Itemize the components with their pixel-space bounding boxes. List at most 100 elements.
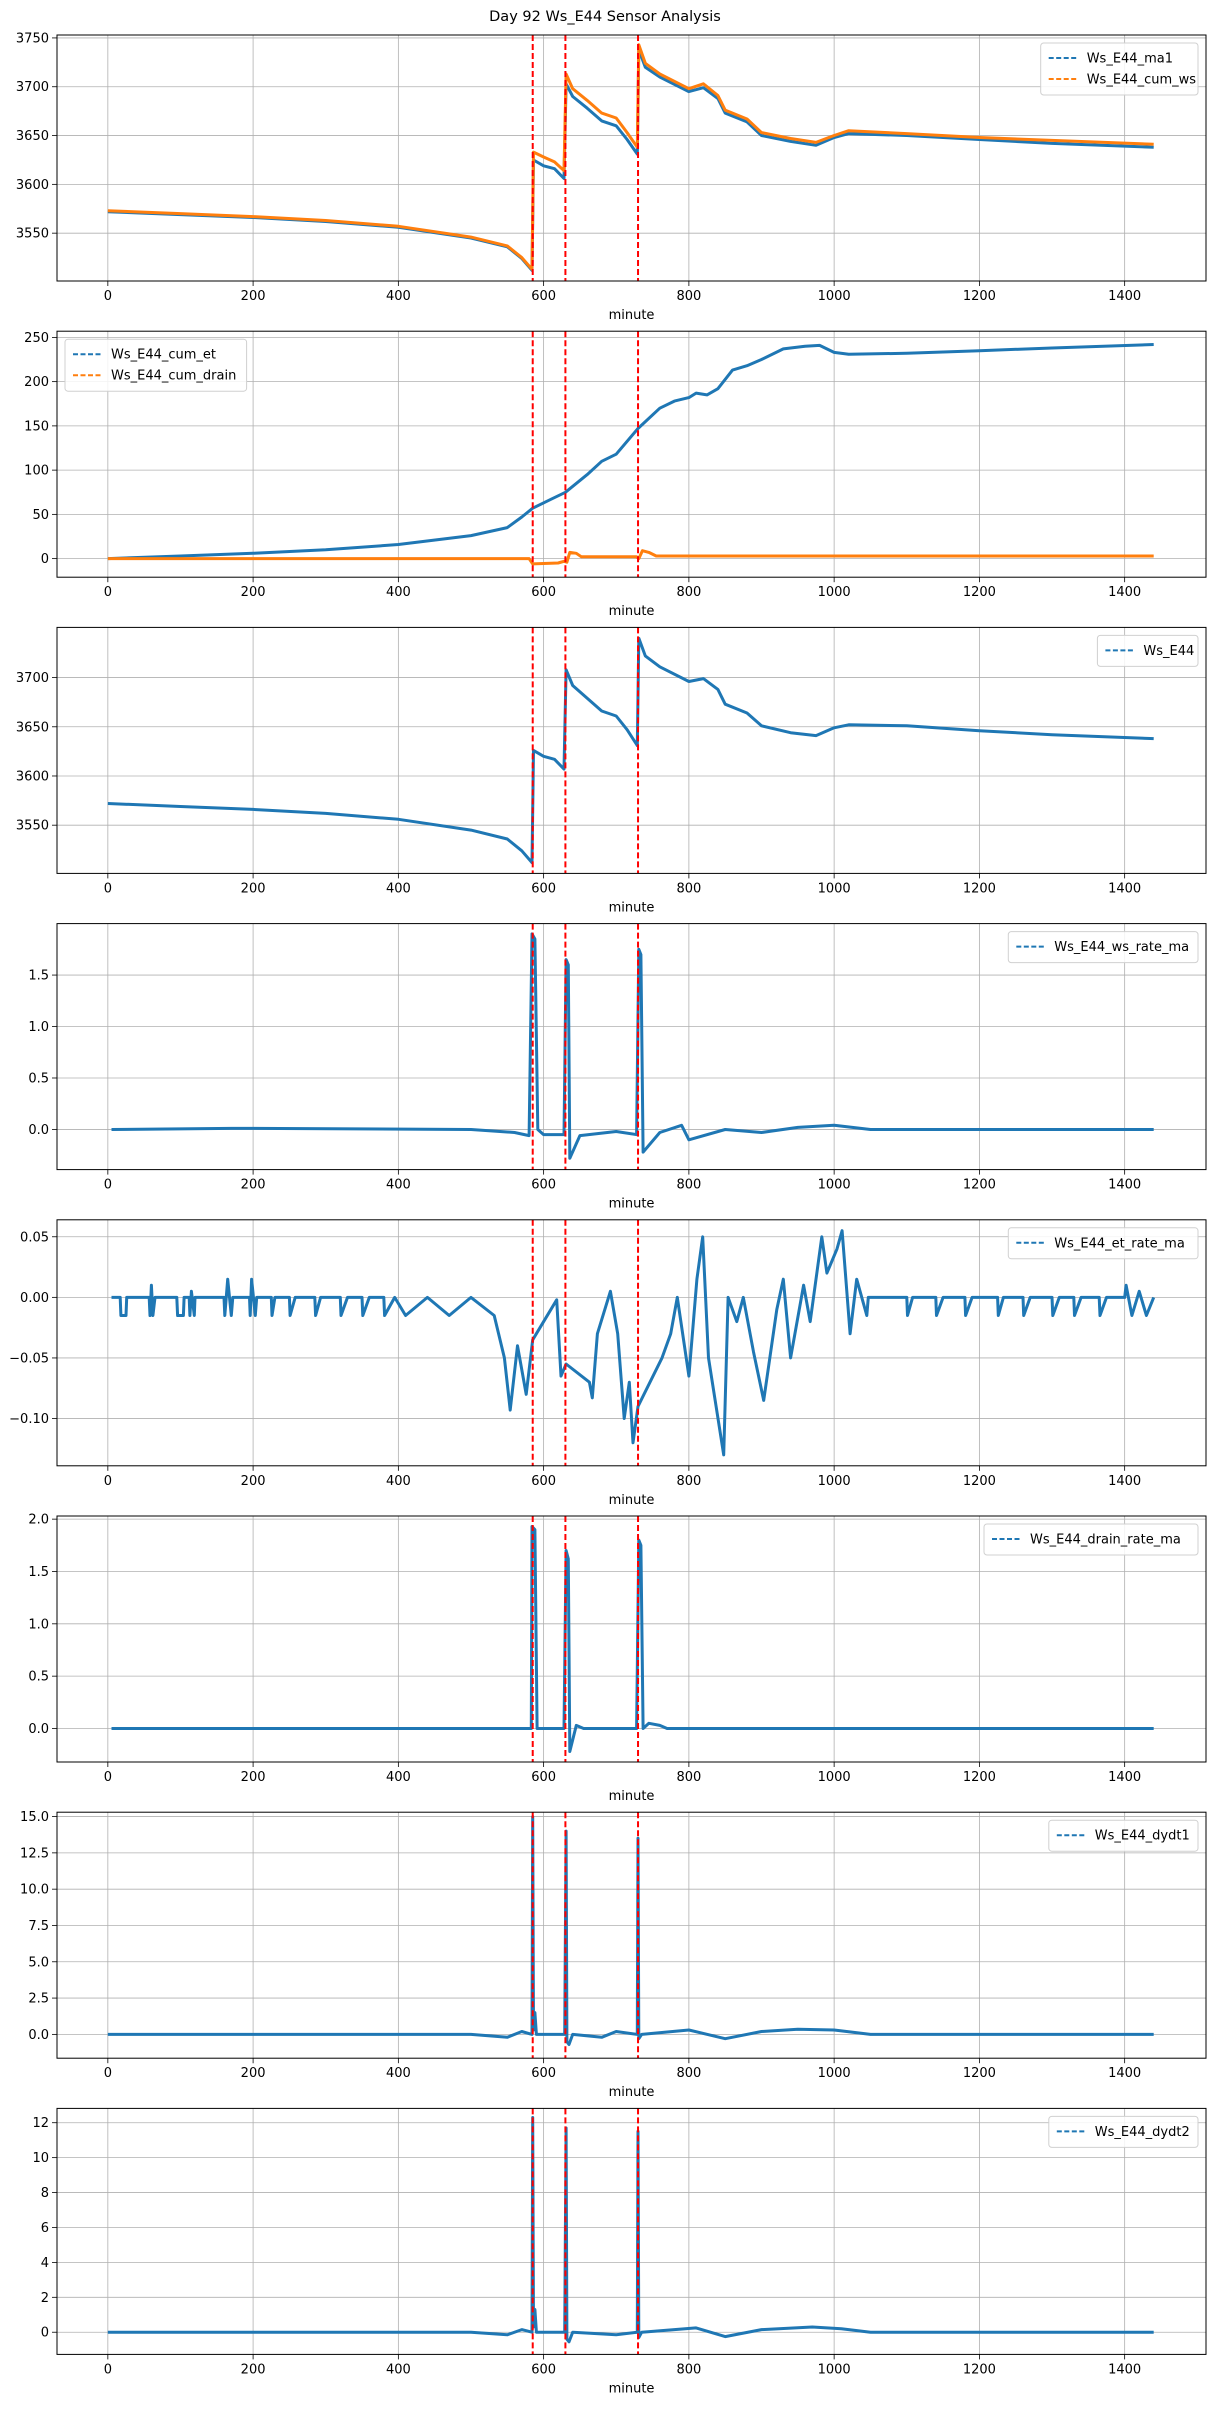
x-tick-label: 400 — [386, 585, 411, 600]
y-tick-label: 3750 — [16, 31, 49, 46]
axes-frame — [56, 626, 1207, 874]
subplot-8: 0 200 400 600 800 1000 1200 1400 0 2 4 6 8 10 12 minute… — [32, 2107, 1207, 2396]
y-tick-label: 0.05 — [20, 1230, 49, 1245]
x-tick-label: 800 — [676, 1178, 701, 1193]
x-tick-label: 1200 — [963, 585, 996, 600]
series-group — [111, 1219, 1156, 1466]
legend-label: Ws_E44_ma1 — [1087, 52, 1173, 67]
x-tick-label: 1000 — [818, 1770, 851, 1785]
y-tick-label: 50 — [32, 508, 49, 523]
x-tick-label: 600 — [531, 1178, 556, 1193]
x-tick-label: 200 — [241, 1770, 266, 1785]
x-tick-label: 0 — [104, 2362, 112, 2377]
axes-frame — [56, 1515, 1207, 1763]
series-group — [107, 35, 1154, 281]
y-tick-label: 250 — [24, 331, 49, 346]
x-tick-label: 400 — [386, 1474, 411, 1489]
y-tick-label: 0.0 — [28, 2028, 49, 2043]
x-tick-label: 1400 — [1108, 2362, 1141, 2377]
x-tick-label: 1000 — [818, 585, 851, 600]
x-tick-label: 1400 — [1108, 1474, 1141, 1489]
x-tick-label: 200 — [241, 2066, 266, 2081]
x-tick-label: 800 — [676, 1770, 701, 1785]
y-tick-label: 3550 — [16, 819, 49, 834]
y-tick-label: 0.5 — [28, 1670, 49, 1685]
x-tick-label: 400 — [386, 2066, 411, 2081]
x-axis-label: minute — [609, 308, 655, 323]
y-tick-label: 5.0 — [28, 1955, 49, 1970]
x-tick-label: 0 — [104, 1474, 112, 1489]
x-tick-label: 600 — [531, 2362, 556, 2377]
legend-box — [1007, 1227, 1199, 1260]
y-tick-label: 0.00 — [20, 1291, 49, 1306]
series-line-Ws_E44_cum_ws — [107, 43, 1154, 271]
x-tick-label: 0 — [104, 2066, 112, 2081]
x-axis-label: minute — [609, 1789, 655, 1804]
x-tick-label: 200 — [241, 1474, 266, 1489]
legend-label: Ws_E44_cum_et — [111, 348, 216, 363]
legend: Ws_E44_dydt1 — [1048, 1819, 1199, 1852]
axes-frame — [56, 923, 1207, 1171]
subplot-1: 0 200 400 600 800 1000 1200 1400 3550 3600 3650 370… — [16, 31, 1207, 323]
y-tick-label: 150 — [24, 419, 49, 434]
y-tick-label: 0.0 — [28, 1123, 49, 1138]
y-tick-label: 3600 — [16, 769, 49, 784]
plot-area — [57, 2108, 1206, 2355]
legend: Ws_E44_drain_rate_ma — [983, 1523, 1199, 1556]
y-tick-label: 6 — [41, 2221, 49, 2236]
y-tick-label: 4 — [41, 2256, 49, 2271]
y-tick-label: 3700 — [16, 671, 49, 686]
x-tick-label: 200 — [241, 1178, 266, 1193]
legend-label: Ws_E44_dydt2 — [1095, 2125, 1190, 2140]
legend: Ws_E44 — [1096, 634, 1199, 667]
y-tick-label: 0.0 — [28, 1722, 49, 1737]
x-tick-label: 200 — [241, 289, 266, 304]
x-tick-label: 0 — [104, 1178, 112, 1193]
subplot-6: 0 200 400 600 800 1000 1200 1400 0.0 0.5 1.0 1.5 2.0… — [28, 1513, 1207, 1804]
y-tick-label: 2.0 — [28, 1513, 49, 1528]
series-line-Ws_E44_ws_rate_ma — [111, 932, 1154, 1160]
legend-box — [1040, 42, 1199, 96]
x-tick-label: 800 — [676, 585, 701, 600]
series-line-Ws_E44_drain_rate_ma — [111, 1525, 1154, 1753]
x-tick-label: 400 — [386, 1178, 411, 1193]
x-axis-label: minute — [609, 2381, 655, 2396]
figure-title: Day 92 Ws_E44 Sensor Analysis — [489, 9, 721, 25]
y-tick-label: 10.0 — [20, 1883, 49, 1898]
axes-frame — [56, 1219, 1207, 1467]
y-tick-label: 8 — [41, 2186, 49, 2201]
y-tick-label: 2 — [41, 2291, 49, 2306]
legend-label: Ws_E44 — [1143, 644, 1194, 659]
y-tick-label: 1.5 — [28, 969, 49, 984]
x-tick-label: 1400 — [1108, 289, 1141, 304]
x-tick-label: 600 — [531, 881, 556, 896]
x-tick-label: 1200 — [963, 881, 996, 896]
series-group — [107, 1812, 1154, 2059]
subplot-2: 0 200 400 600 800 1000 1200 1400 0 50 100 150 200 250… — [24, 330, 1207, 619]
series-group — [107, 331, 1154, 578]
x-tick-label: 1400 — [1108, 881, 1141, 896]
y-tick-label: 12.5 — [20, 1846, 49, 1861]
y-tick-label: 3700 — [16, 80, 49, 95]
series-group — [111, 923, 1154, 1170]
legend: Ws_E44_et_rate_ma — [1007, 1227, 1199, 1260]
y-tick-label: 10 — [32, 2151, 49, 2166]
series-line-Ws_E44_cum_et — [107, 343, 1154, 561]
x-tick-label: 0 — [104, 585, 112, 600]
y-tick-label: 1.5 — [28, 1565, 49, 1580]
series-group — [107, 627, 1154, 874]
x-tick-label: 0 — [104, 881, 112, 896]
series-line-Ws_E44_dydt2 — [107, 2116, 1154, 2344]
x-tick-label: 1000 — [818, 1474, 851, 1489]
plot-area — [57, 627, 1206, 874]
x-tick-label: 800 — [676, 2066, 701, 2081]
x-tick-label: 1200 — [963, 1474, 996, 1489]
series-line-Ws_E44_cum_drain — [107, 549, 1154, 566]
subplot-3: 0 200 400 600 800 1000 1200 1400 3550 3600 3650 370… — [16, 626, 1207, 915]
x-tick-label: 0 — [104, 289, 112, 304]
legend-box — [64, 338, 248, 392]
x-tick-label: 600 — [531, 1770, 556, 1785]
y-tick-label: 7.5 — [28, 1919, 49, 1934]
x-tick-label: 1000 — [818, 289, 851, 304]
